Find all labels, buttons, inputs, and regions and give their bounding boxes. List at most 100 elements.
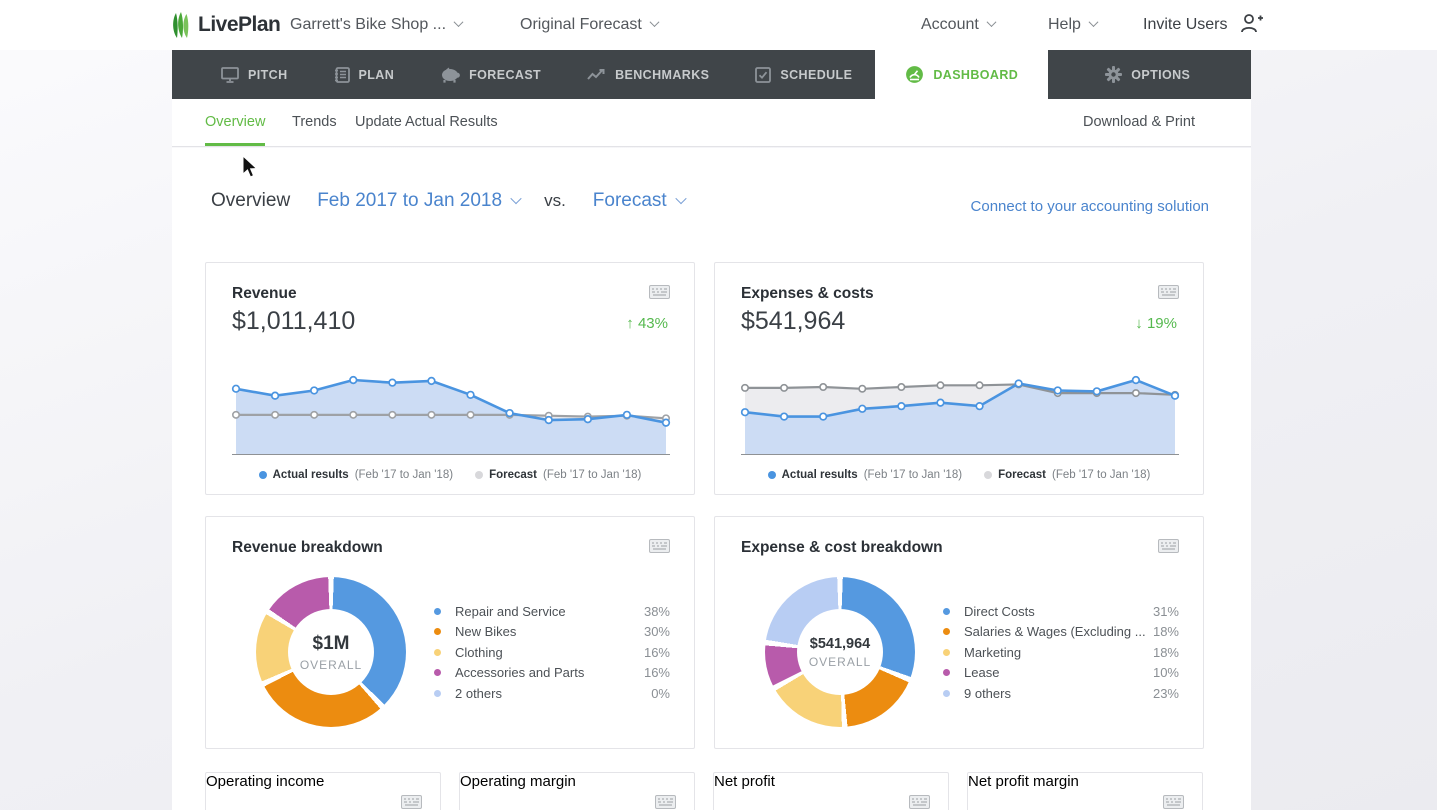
expenses-delta-value: 19% — [1147, 315, 1177, 332]
revenue-breakdown-legend: Repair and Service38% New Bikes30% Cloth… — [434, 601, 670, 704]
legend-row: 2 others0% — [434, 683, 670, 704]
keyboard-icon — [649, 539, 670, 553]
revenue-card-title: Revenue — [232, 285, 297, 303]
legend-dot — [943, 608, 950, 615]
liveplan-dashboard-page: LivePlan Garrett's Bike Shop ... Origina… — [0, 0, 1437, 810]
legend-period: (Feb '17 to Jan '18) — [355, 469, 453, 481]
net-profit-margin-card: Net profit margin — [967, 772, 1203, 810]
tab-pitch[interactable]: PITCH — [198, 50, 311, 99]
account-menu[interactable]: Account — [921, 0, 995, 50]
legend-forecast: Forecast(Feb '17 to Jan '18) — [984, 469, 1150, 481]
legend-label: Clothing — [455, 645, 644, 660]
legend-label: Repair and Service — [455, 604, 644, 619]
subnav-trends[interactable]: Trends — [292, 99, 337, 146]
monitor-icon — [221, 67, 239, 83]
expenses-delta-badge: ↓ 19% — [1135, 315, 1177, 332]
tab-forecast[interactable]: FORECAST — [417, 50, 564, 99]
dashboard-subnav: Overview Trends Update Actual Results Do… — [172, 99, 1251, 147]
donut-center: $541,964 OVERALL — [797, 609, 883, 695]
legend-dot — [943, 628, 950, 635]
tab-forecast-label: FORECAST — [469, 68, 541, 82]
gear-icon — [1105, 66, 1122, 83]
donut-center-value: $1M — [313, 633, 350, 655]
keyboard-icon — [655, 795, 676, 809]
legend-dot-blue — [259, 471, 267, 479]
main-nav-bar: PITCH PLAN FORECAST BENCHMARK — [172, 50, 1251, 99]
revenue-donut-chart[interactable]: $1M OVERALL — [256, 577, 406, 727]
liveplan-logo[interactable]: LivePlan — [170, 10, 280, 40]
top-bar: LivePlan Garrett's Bike Shop ... Origina… — [0, 0, 1437, 50]
tab-plan-label: PLAN — [359, 68, 395, 82]
help-menu-label: Help — [1048, 16, 1081, 33]
gauge-icon — [905, 65, 924, 84]
keyboard-icon — [1158, 285, 1179, 299]
compare-to-selector[interactable]: Forecast — [593, 190, 685, 212]
legend-percent: 31% — [1153, 604, 1179, 619]
edit-data-button[interactable] — [1158, 539, 1179, 558]
legend-dot — [434, 669, 441, 676]
edit-data-button[interactable] — [1158, 285, 1179, 304]
connect-accounting-link[interactable]: Connect to your accounting solution — [971, 198, 1209, 215]
legend-row: Repair and Service38% — [434, 601, 670, 622]
date-range-selector[interactable]: Feb 2017 to Jan 2018 — [317, 190, 520, 212]
keyboard-icon — [1158, 539, 1179, 553]
subnav-overview[interactable]: Overview — [205, 99, 265, 146]
net-profit-title: Net profit — [714, 773, 775, 790]
edit-data-button[interactable] — [401, 795, 422, 810]
revenue-delta-value: 43% — [638, 315, 668, 332]
legend-label: Marketing — [964, 645, 1153, 660]
chevron-down-icon — [649, 17, 659, 27]
edit-data-button[interactable] — [1163, 795, 1184, 810]
legend-label: Forecast — [998, 469, 1046, 481]
tab-benchmarks-label: BENCHMARKS — [615, 68, 709, 82]
forecast-menu[interactable]: Original Forecast — [520, 0, 658, 50]
company-menu[interactable]: Garrett's Bike Shop ... — [290, 0, 462, 50]
tab-plan[interactable]: PLAN — [311, 50, 418, 99]
tab-dashboard-active[interactable]: DASHBOARD — [875, 50, 1048, 99]
operating-income-title: Operating income — [206, 773, 324, 790]
legend-row: Clothing16% — [434, 642, 670, 663]
download-print-link[interactable]: Download & Print — [1083, 99, 1195, 146]
compare-to-value: Forecast — [593, 190, 667, 211]
legend-percent: 18% — [1153, 624, 1179, 639]
keyboard-icon — [1163, 795, 1184, 809]
overview-header: Overview Feb 2017 to Jan 2018 vs. Foreca… — [211, 190, 685, 212]
legend-label: New Bikes — [455, 624, 644, 639]
tab-options[interactable]: OPTIONS — [1082, 50, 1213, 99]
legend-percent: 30% — [644, 624, 670, 639]
legend-actual-results: Actual results(Feb '17 to Jan '18) — [768, 469, 962, 481]
help-menu[interactable]: Help — [1048, 0, 1097, 50]
invite-users-label: Invite Users — [1143, 16, 1227, 33]
legend-percent: 10% — [1153, 665, 1179, 680]
tab-dashboard-label: DASHBOARD — [933, 68, 1018, 82]
edit-data-button[interactable] — [649, 285, 670, 304]
notebook-icon — [334, 67, 350, 83]
expense-donut-chart[interactable]: $541,964 OVERALL — [765, 577, 915, 727]
legend-label: 9 others — [964, 686, 1153, 701]
tab-pitch-label: PITCH — [248, 68, 288, 82]
legend-period: (Feb '17 to Jan '18) — [864, 469, 962, 481]
legend-dot-gray — [984, 471, 992, 479]
tab-benchmarks[interactable]: BENCHMARKS — [564, 50, 732, 99]
revenue-line-chart[interactable] — [230, 359, 672, 463]
tab-schedule[interactable]: SCHEDULE — [732, 50, 875, 99]
revenue-chart-legend: Actual results(Feb '17 to Jan '18) Forec… — [206, 469, 694, 481]
subnav-update-actuals[interactable]: Update Actual Results — [355, 99, 498, 146]
expense-breakdown-legend: Direct Costs31% Salaries & Wages (Exclud… — [943, 601, 1179, 704]
invite-users-button[interactable]: Invite Users — [1143, 0, 1263, 50]
legend-row: Accessories and Parts16% — [434, 663, 670, 684]
donut-center-label: OVERALL — [809, 655, 871, 669]
expenses-card-title: Expenses & costs — [741, 285, 874, 303]
edit-data-button[interactable] — [655, 795, 676, 810]
legend-percent: 16% — [644, 665, 670, 680]
legend-row: Lease10% — [943, 663, 1179, 684]
operating-income-card: Operating income — [205, 772, 441, 810]
dashboard-content: Overview Feb 2017 to Jan 2018 vs. Foreca… — [172, 148, 1251, 810]
tab-schedule-label: SCHEDULE — [780, 68, 852, 82]
edit-data-button[interactable] — [909, 795, 930, 810]
legend-percent: 38% — [644, 604, 670, 619]
page-title: Overview — [211, 190, 290, 212]
expenses-line-chart[interactable] — [739, 359, 1181, 463]
revenue-breakdown-card: Revenue breakdown $1M OVERALL Repair and… — [205, 516, 695, 749]
edit-data-button[interactable] — [649, 539, 670, 558]
